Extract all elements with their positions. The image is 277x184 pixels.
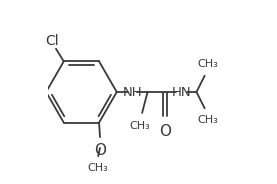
Text: CH₃: CH₃ xyxy=(197,115,218,125)
Text: Cl: Cl xyxy=(45,33,59,47)
Text: CH₃: CH₃ xyxy=(129,121,150,131)
Text: HN: HN xyxy=(171,86,191,98)
Text: CH₃: CH₃ xyxy=(88,163,109,173)
Text: CH₃: CH₃ xyxy=(197,59,218,69)
Text: NH: NH xyxy=(122,86,142,98)
Text: O: O xyxy=(159,124,171,139)
Text: O: O xyxy=(94,143,106,158)
